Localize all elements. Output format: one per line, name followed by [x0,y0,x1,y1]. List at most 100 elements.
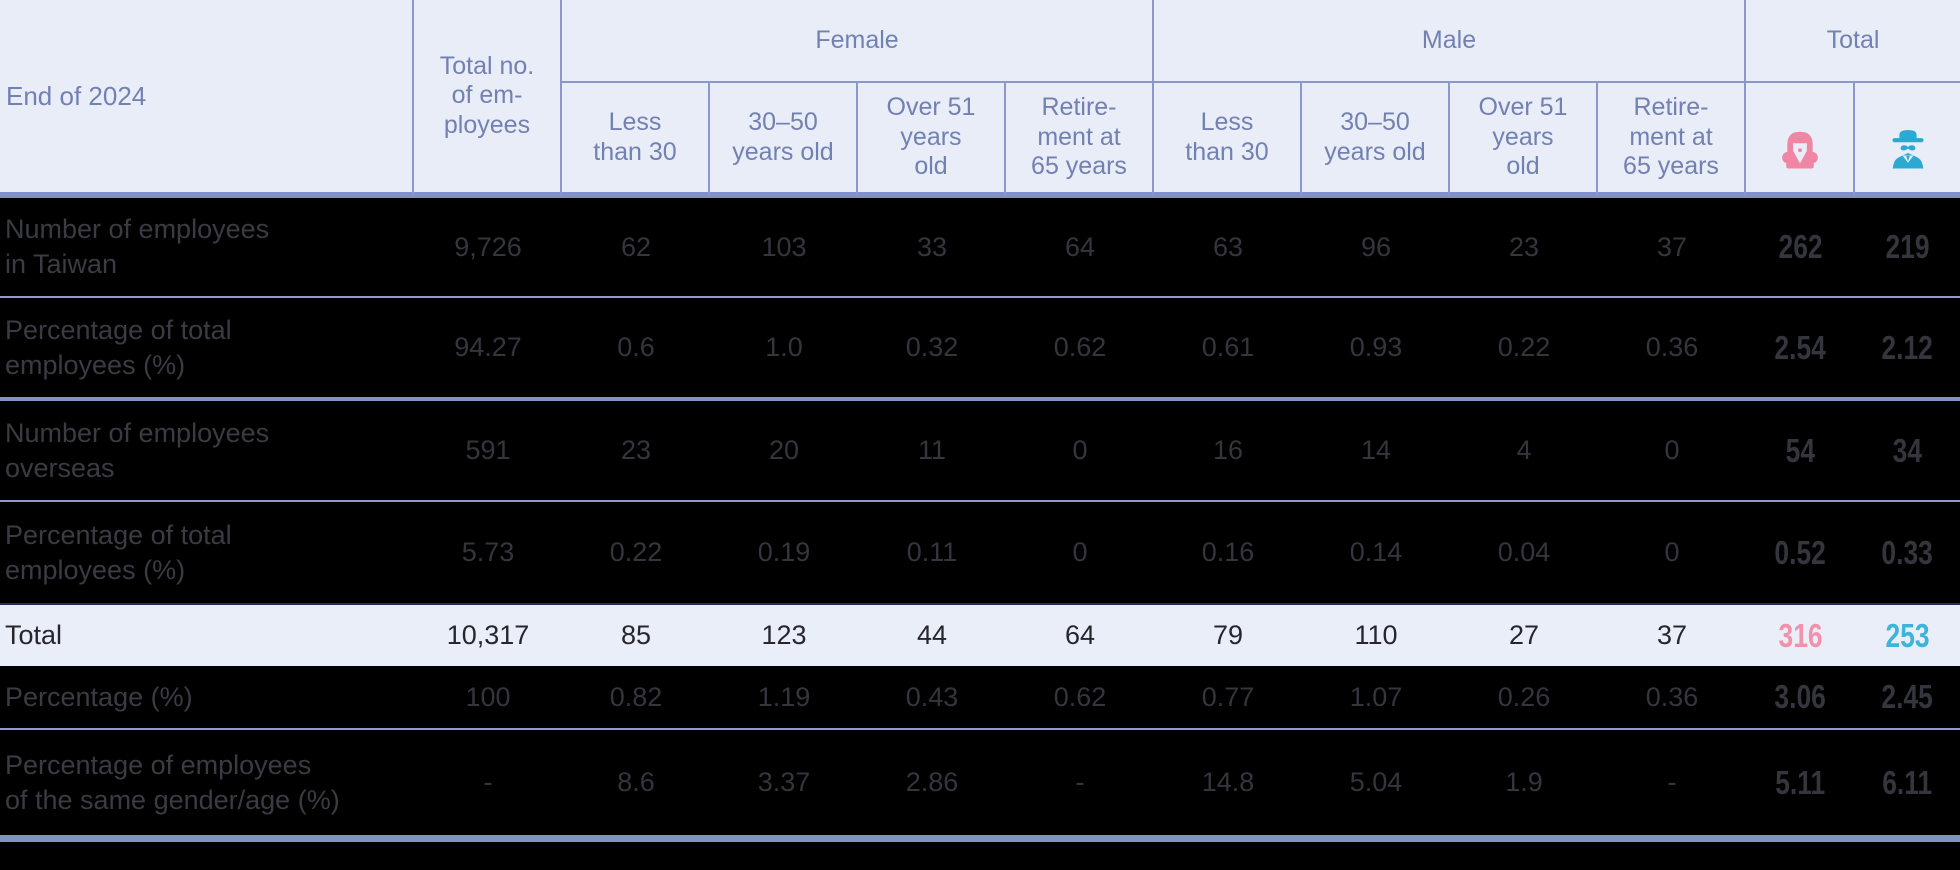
row-label: Number of employees in Taiwan [0,198,414,298]
col-header-male-30-50: 30–50 years old [1302,83,1450,198]
data-cell: 0 [1598,502,1746,605]
data-cell: 0.62 [1006,298,1154,401]
male-total-cell: 219 [1855,198,1960,298]
data-cell: 103 [710,198,858,298]
data-cell: 44 [858,605,1006,666]
data-cell: 0 [1598,401,1746,502]
data-cell: 14.8 [1154,730,1302,842]
data-cell: 0.22 [1450,298,1598,401]
data-cell: 0.6 [562,298,710,401]
col-header-male-retirement: Retire- ment at 65 years [1598,83,1746,198]
data-cell: 0.19 [710,502,858,605]
female-total-cell: 2.54 [1746,298,1855,401]
data-cell: 4 [1450,401,1598,502]
data-cell: 94.27 [414,298,562,401]
data-cell: - [414,730,562,842]
header-group-row: End of 2024 Total no. of em- ployees Fem… [0,0,1960,198]
col-header-female-30-50: 30–50 years old [710,83,858,198]
row-label: Percentage of employees of the same gend… [0,730,414,842]
data-cell: 23 [562,401,710,502]
row-percentage-total: Percentage (%) 100 0.82 1.19 0.43 0.62 0… [0,666,1960,730]
col-header-female-over-51: Over 51 years old [858,83,1006,198]
table-title-cell: End of 2024 [0,0,414,198]
employee-demographics-table: End of 2024 Total no. of em- ployees Fem… [0,0,1960,842]
data-cell: 10,317 [414,605,562,666]
data-cell: 64 [1006,198,1154,298]
row-employees-taiwan: Number of employees in Taiwan 9,726 62 1… [0,198,1960,298]
row-label: Number of employees overseas [0,401,414,502]
row-label: Total [0,605,414,666]
female-total-cell: 5.11 [1746,730,1855,842]
data-cell: 27 [1450,605,1598,666]
data-cell: 0 [1006,502,1154,605]
data-cell: 100 [414,666,562,730]
data-cell: 0.32 [858,298,1006,401]
data-cell: 3.37 [710,730,858,842]
data-cell: 0.11 [858,502,1006,605]
data-cell: 11 [858,401,1006,502]
row-label: Percentage of total employees (%) [0,298,414,401]
data-cell: 1.19 [710,666,858,730]
data-cell: 0 [1006,401,1154,502]
male-total-cell: 253 [1855,605,1960,666]
data-cell: 96 [1302,198,1450,298]
data-cell: 37 [1598,198,1746,298]
row-percentage-taiwan: Percentage of total employees (%) 94.27 … [0,298,1960,401]
data-cell: 0.16 [1154,502,1302,605]
row-percentage-overseas: Percentage of total employees (%) 5.73 0… [0,502,1960,605]
data-cell: 23 [1450,198,1598,298]
female-total-cell: 54 [1746,401,1855,502]
col-header-total-employees: Total no. of em- ployees [414,0,562,198]
data-cell: 85 [562,605,710,666]
data-cell: 63 [1154,198,1302,298]
data-cell: 0.77 [1154,666,1302,730]
data-cell: 0.93 [1302,298,1450,401]
col-group-female: Female [562,0,1154,83]
data-cell: 1.0 [710,298,858,401]
female-total-cell: 262 [1746,198,1855,298]
data-cell: 0.62 [1006,666,1154,730]
col-group-total: Total [1746,0,1960,83]
data-cell: 0.04 [1450,502,1598,605]
data-cell: 5.73 [414,502,562,605]
data-cell: 1.07 [1302,666,1450,730]
data-cell: 5.04 [1302,730,1450,842]
data-cell: 0.61 [1154,298,1302,401]
data-cell: 591 [414,401,562,502]
data-cell: 8.6 [562,730,710,842]
data-cell: 0.22 [562,502,710,605]
male-total-cell: 34 [1855,401,1960,502]
col-header-female-under-30: Less than 30 [562,83,710,198]
data-cell: 37 [1598,605,1746,666]
data-cell: 2.86 [858,730,1006,842]
data-cell: 0.36 [1598,298,1746,401]
data-cell: 33 [858,198,1006,298]
row-employees-overseas: Number of employees overseas 591 23 20 1… [0,401,1960,502]
data-cell: 9,726 [414,198,562,298]
male-icon [1885,126,1931,172]
data-cell: - [1598,730,1746,842]
row-percentage-same-gender-age: Percentage of employees of the same gend… [0,730,1960,842]
col-group-male: Male [1154,0,1746,83]
col-header-male-over-51: Over 51 years old [1450,83,1598,198]
data-cell: 62 [562,198,710,298]
data-cell: 20 [710,401,858,502]
col-header-male-total [1855,83,1960,198]
male-total-cell: 6.11 [1855,730,1960,842]
header-sub-row: Less than 30 30–50 years old Over 51 yea… [0,83,1960,198]
female-icon [1777,126,1823,172]
data-cell: 64 [1006,605,1154,666]
data-cell: 110 [1302,605,1450,666]
col-header-female-total [1746,83,1855,198]
row-label: Percentage of total employees (%) [0,502,414,605]
female-total-cell: 3.06 [1746,666,1855,730]
data-cell: 14 [1302,401,1450,502]
col-header-female-retirement: Retire- ment at 65 years [1006,83,1154,198]
data-cell: 0.14 [1302,502,1450,605]
data-cell: 0.82 [562,666,710,730]
data-cell: 79 [1154,605,1302,666]
female-total-cell: 0.52 [1746,502,1855,605]
row-label: Percentage (%) [0,666,414,730]
data-cell: 16 [1154,401,1302,502]
col-header-male-under-30: Less than 30 [1154,83,1302,198]
